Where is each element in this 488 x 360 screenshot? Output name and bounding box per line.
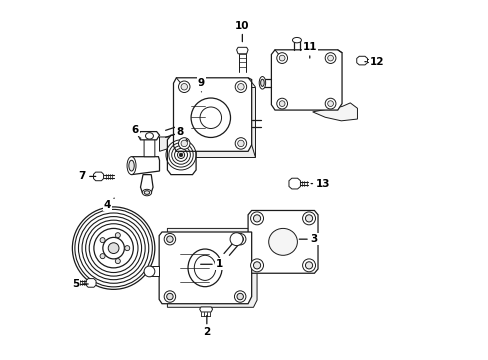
Circle shape (191, 98, 230, 138)
Circle shape (250, 259, 263, 272)
Polygon shape (312, 103, 357, 121)
Text: 2: 2 (203, 315, 210, 337)
Polygon shape (144, 137, 155, 157)
Polygon shape (356, 56, 367, 65)
Polygon shape (183, 87, 255, 157)
Text: 5: 5 (72, 279, 88, 289)
Circle shape (305, 215, 312, 222)
Ellipse shape (127, 157, 136, 175)
Circle shape (100, 254, 105, 258)
Circle shape (279, 55, 285, 61)
Circle shape (237, 84, 244, 90)
Text: 10: 10 (235, 21, 249, 42)
Text: 6: 6 (131, 125, 141, 138)
Circle shape (325, 53, 335, 63)
Polygon shape (159, 232, 251, 304)
Ellipse shape (259, 77, 265, 89)
Ellipse shape (260, 79, 264, 86)
Circle shape (166, 293, 173, 300)
Text: 8: 8 (176, 127, 187, 141)
Ellipse shape (292, 37, 301, 43)
Polygon shape (247, 211, 317, 273)
Polygon shape (271, 50, 341, 110)
Text: 13: 13 (310, 179, 330, 189)
Circle shape (302, 212, 315, 225)
Circle shape (100, 238, 105, 243)
Circle shape (302, 259, 315, 272)
Circle shape (235, 81, 246, 93)
Text: 12: 12 (364, 57, 384, 67)
Text: 11: 11 (302, 42, 316, 58)
Polygon shape (86, 279, 96, 287)
Circle shape (237, 236, 243, 242)
Circle shape (276, 98, 287, 109)
Ellipse shape (187, 249, 222, 287)
Circle shape (235, 138, 246, 149)
Circle shape (237, 140, 244, 147)
Circle shape (178, 138, 190, 149)
Circle shape (115, 233, 120, 238)
Ellipse shape (268, 228, 297, 255)
Circle shape (179, 153, 183, 157)
Circle shape (327, 55, 333, 61)
Circle shape (253, 215, 260, 222)
Circle shape (276, 53, 287, 63)
Circle shape (181, 140, 187, 147)
Circle shape (166, 236, 173, 242)
Circle shape (305, 262, 312, 269)
Polygon shape (140, 175, 153, 193)
Polygon shape (138, 132, 159, 140)
Circle shape (230, 233, 243, 246)
Circle shape (237, 293, 243, 300)
Ellipse shape (144, 191, 149, 194)
Text: 3: 3 (299, 234, 317, 244)
Text: 1: 1 (200, 259, 223, 269)
Ellipse shape (142, 189, 151, 196)
Circle shape (178, 81, 190, 93)
Circle shape (94, 228, 133, 268)
Circle shape (108, 243, 119, 253)
Circle shape (250, 212, 263, 225)
Ellipse shape (194, 255, 215, 280)
Text: 9: 9 (198, 78, 204, 92)
Circle shape (124, 246, 129, 251)
Circle shape (325, 98, 335, 109)
Circle shape (279, 101, 285, 107)
Polygon shape (159, 137, 171, 151)
Circle shape (327, 101, 333, 107)
Polygon shape (167, 135, 196, 175)
Polygon shape (199, 307, 212, 312)
Polygon shape (173, 78, 251, 151)
Circle shape (164, 233, 175, 245)
Circle shape (102, 237, 124, 259)
Circle shape (253, 262, 260, 269)
Polygon shape (288, 178, 300, 189)
Circle shape (234, 233, 245, 245)
Polygon shape (131, 157, 159, 175)
Circle shape (181, 84, 187, 90)
Ellipse shape (145, 133, 153, 139)
Polygon shape (149, 266, 159, 276)
Circle shape (115, 258, 120, 264)
Circle shape (164, 291, 175, 302)
Circle shape (200, 107, 221, 129)
Circle shape (234, 291, 245, 302)
Polygon shape (93, 172, 103, 181)
Polygon shape (167, 228, 257, 307)
Ellipse shape (128, 160, 134, 171)
Text: 7: 7 (79, 171, 96, 181)
Text: 4: 4 (103, 198, 114, 210)
Polygon shape (236, 47, 247, 54)
Circle shape (144, 266, 155, 277)
